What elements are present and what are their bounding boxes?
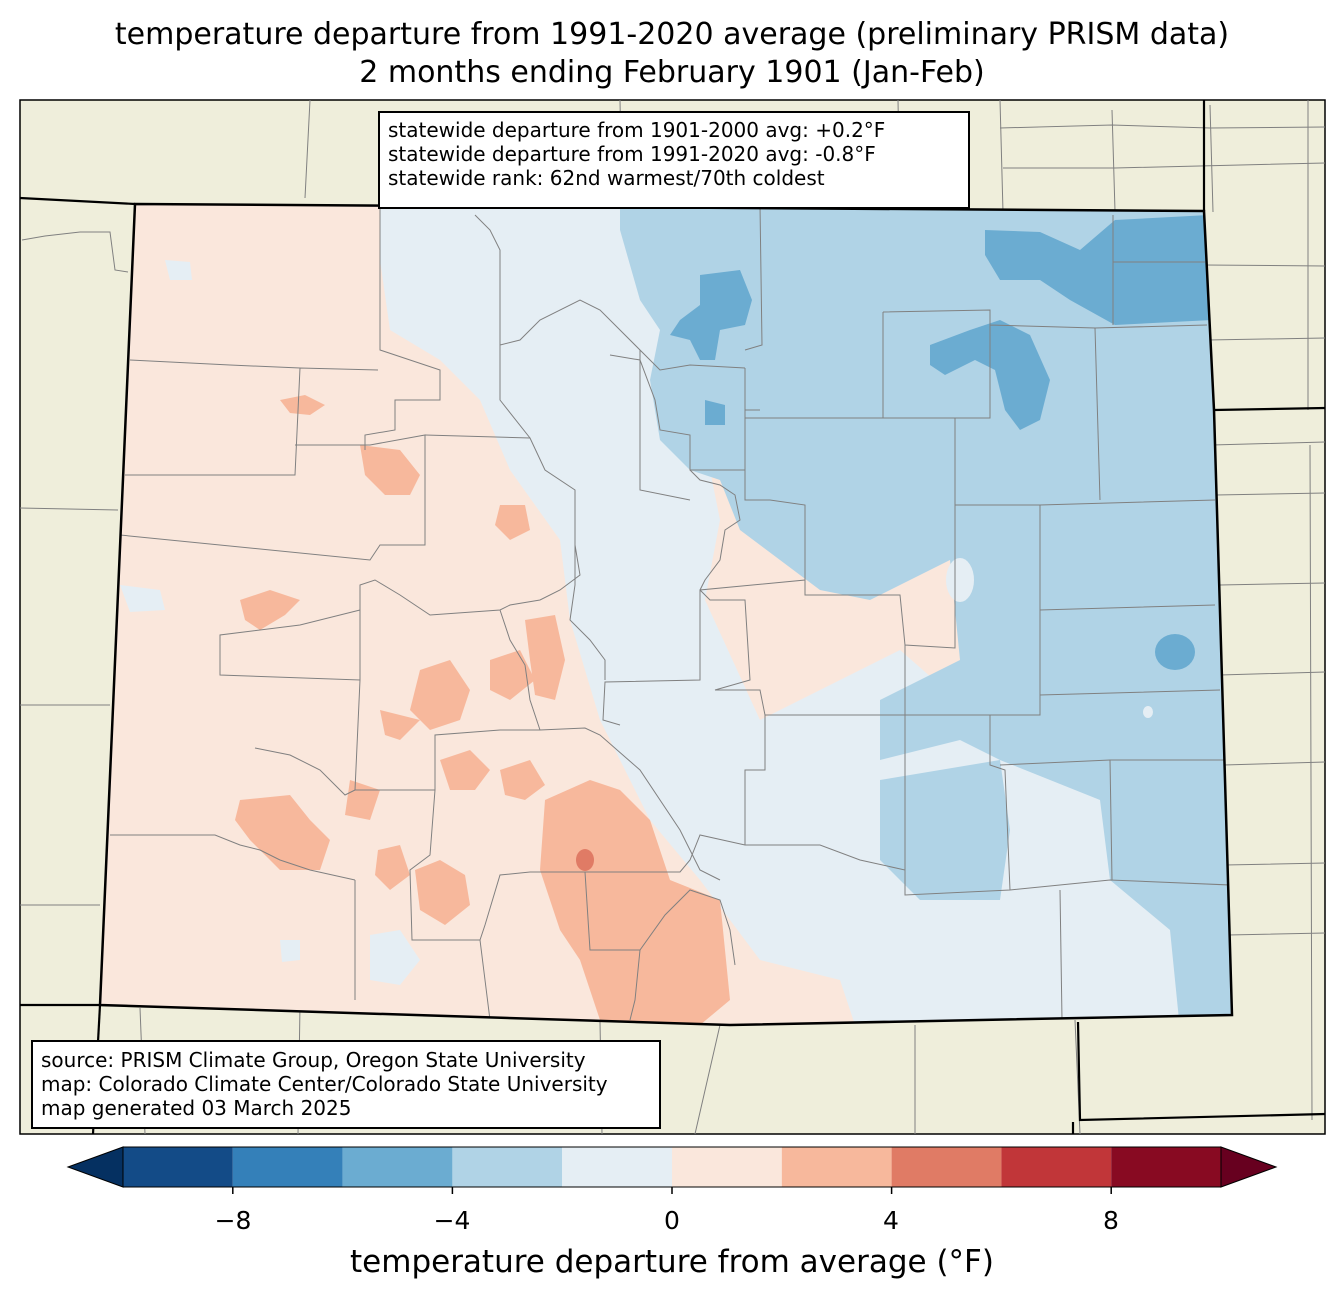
stats-departure-1901-2000: statewide departure from 1901-2000 avg: … bbox=[388, 118, 886, 142]
colorbar-bin bbox=[562, 1147, 672, 1187]
colorbar-tick-label: −8 bbox=[214, 1206, 252, 1235]
colorbar-under-arrow bbox=[66, 1146, 124, 1188]
colorbar-bin bbox=[781, 1147, 892, 1187]
map-subtitle: 2 months ending February 1901 (Jan-Feb) bbox=[359, 55, 985, 90]
colorado-border bbox=[98, 202, 1234, 1027]
colorbar-tick-label: 0 bbox=[664, 1206, 680, 1235]
colorbar-bin bbox=[123, 1147, 233, 1187]
source-box: source: PRISM Climate Group, Oregon Stat… bbox=[31, 1040, 661, 1129]
colorbar-bin bbox=[1001, 1147, 1112, 1187]
source-line: source: PRISM Climate Group, Oregon Stat… bbox=[41, 1048, 586, 1072]
temperature-anomaly-field bbox=[100, 204, 1232, 1025]
colorbar-bins bbox=[123, 1147, 1221, 1187]
stats-rank: statewide rank: 62nd warmest/70th coldes… bbox=[388, 166, 825, 190]
map-title: temperature departure from 1991-2020 ave… bbox=[114, 17, 1230, 52]
colorbar-bin bbox=[1111, 1147, 1221, 1187]
county-lines bbox=[110, 204, 1231, 1021]
colorbar-tick-label: 8 bbox=[1103, 1206, 1119, 1235]
colorbar-label: temperature departure from average (°F) bbox=[350, 1244, 994, 1280]
colorbar-bin bbox=[672, 1147, 782, 1187]
stats-departure-1991-2020: statewide departure from 1991-2020 avg: … bbox=[388, 142, 876, 166]
colorbar-tick-label: −4 bbox=[433, 1206, 471, 1235]
map-credit-line: map: Colorado Climate Center/Colorado St… bbox=[41, 1072, 608, 1096]
colorbar-bin bbox=[891, 1147, 1002, 1187]
colorbar-tick-label: 4 bbox=[883, 1206, 899, 1235]
state-borders bbox=[19, 100, 1326, 1135]
colorbar-bin bbox=[342, 1147, 453, 1187]
statewide-stats-box: statewide departure from 1901-2000 avg: … bbox=[378, 111, 970, 209]
colorbar-over-arrow bbox=[1220, 1146, 1278, 1188]
colorbar-bin bbox=[452, 1147, 563, 1187]
generated-date-line: map generated 03 March 2025 bbox=[41, 1096, 352, 1120]
colorbar-bin bbox=[232, 1147, 343, 1187]
colorbar-tick-marks bbox=[232, 1187, 1112, 1194]
